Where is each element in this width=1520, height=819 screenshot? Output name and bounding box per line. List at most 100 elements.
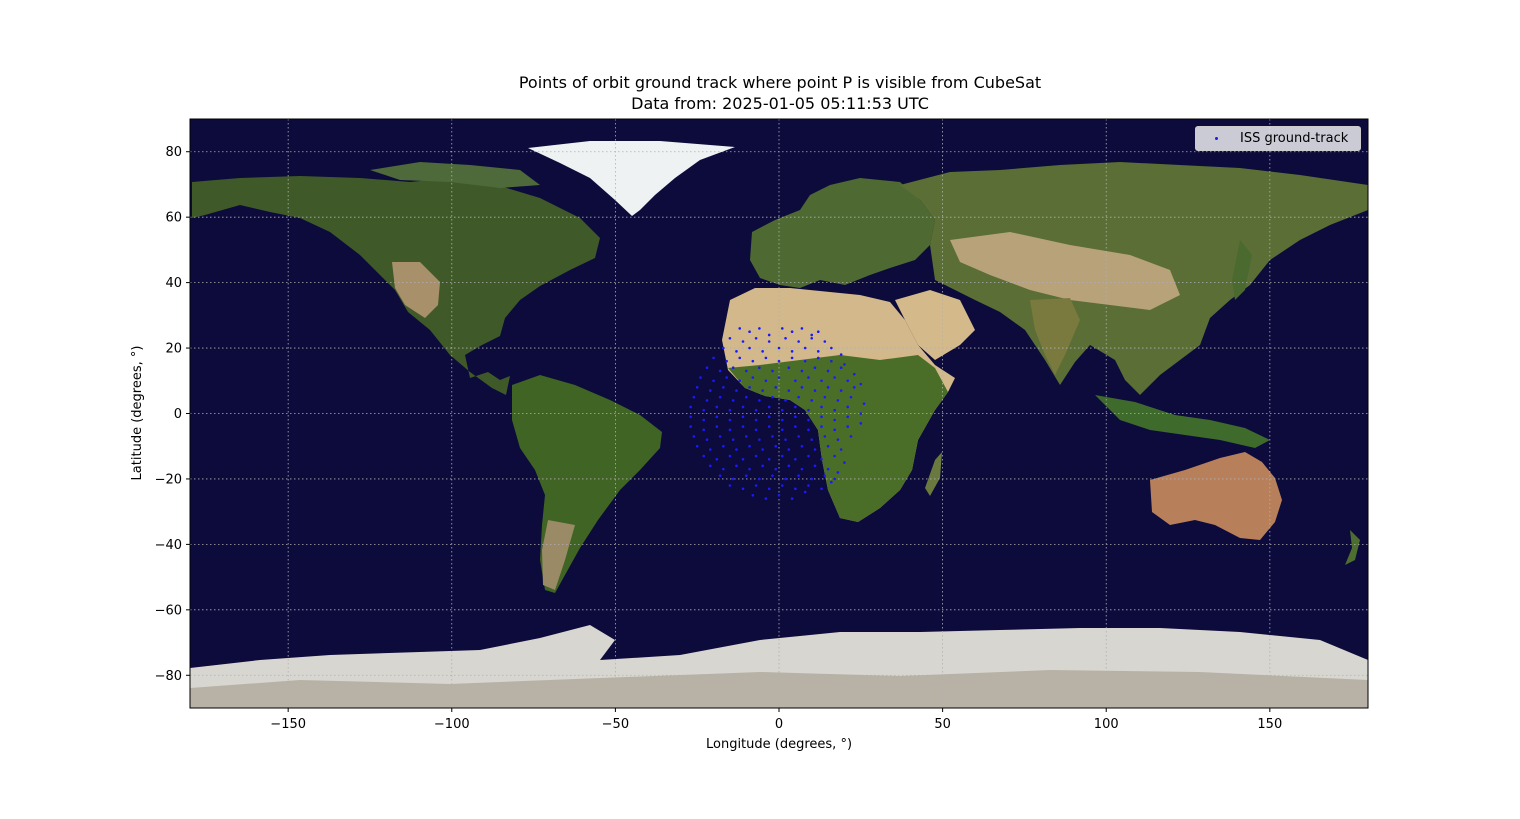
ground-track-point [849, 395, 853, 399]
ground-track-point [764, 356, 768, 360]
ground-track-point [692, 435, 696, 438]
ground-track-point [722, 467, 725, 471]
x-tick-label: 0 [775, 717, 783, 732]
ground-track-point [800, 386, 804, 389]
ground-track-point [731, 438, 735, 441]
ground-track-point [695, 444, 699, 448]
ground-track-point [767, 405, 771, 409]
ground-track-point [761, 389, 764, 392]
ground-track-point [807, 428, 810, 432]
ground-track-point [800, 444, 804, 448]
ground-track-point [846, 425, 850, 428]
ground-track-point [813, 464, 817, 468]
ground-track-point [800, 327, 804, 330]
ground-track-point [833, 477, 836, 481]
ground-track-point [712, 356, 715, 360]
chart-title: Points of orbit ground track where point… [518, 73, 1042, 92]
landmass-canadian-arctic [370, 162, 540, 188]
ground-track-point [830, 346, 833, 350]
ground-track-point [843, 461, 846, 464]
ground-track-point [810, 477, 814, 481]
ground-track-point [702, 454, 706, 458]
ground-track-point [705, 366, 709, 369]
ground-track-point [771, 395, 774, 399]
landmass-arabia [895, 290, 975, 360]
ground-track-point [823, 395, 827, 399]
ground-track-point [761, 448, 764, 451]
ground-track-point [836, 399, 840, 402]
ground-track-point [846, 379, 850, 383]
ground-track-point [780, 484, 784, 487]
ground-track-point [751, 359, 755, 363]
ground-track-point [728, 408, 732, 412]
ground-track-point [758, 438, 761, 441]
y-tick-label: 80 [165, 145, 182, 160]
ground-track-point [744, 369, 748, 373]
x-tick-label: 150 [1257, 717, 1282, 732]
ground-track-point [833, 428, 836, 432]
y-tick-label: 20 [165, 342, 182, 357]
ground-track-point [823, 340, 827, 343]
ground-track-point [797, 340, 800, 343]
ground-track-point [794, 379, 797, 383]
x-tick-label: −150 [270, 717, 306, 732]
ground-track-point [787, 366, 791, 369]
ground-track-point [813, 389, 817, 392]
ground-track-point [689, 425, 692, 428]
ground-track-point [728, 484, 732, 487]
ground-track-point [820, 415, 823, 419]
world-map [190, 141, 1368, 708]
ground-track-point [833, 454, 836, 458]
ground-track-point [780, 454, 784, 458]
x-axis-label: Longitude (degrees, °) [706, 737, 852, 752]
ground-track-point [813, 366, 817, 369]
ground-track-point [754, 418, 758, 422]
ground-track-point [754, 428, 758, 432]
ground-track-point [774, 386, 778, 389]
ground-track-point [820, 458, 823, 461]
ground-track-point [761, 464, 764, 468]
legend: ISS ground-track [1195, 126, 1361, 151]
ground-track-point [735, 448, 738, 451]
ground-track-point [718, 435, 722, 438]
ground-track-point [708, 389, 712, 392]
ground-track-point [800, 369, 804, 373]
landmass-south-america-south [542, 520, 575, 590]
ground-track-point [820, 425, 823, 428]
ground-track-point [708, 448, 712, 451]
ground-track-point [712, 379, 715, 383]
ground-track-point [764, 379, 768, 383]
ground-track-point [859, 412, 863, 415]
ground-track-point [816, 330, 820, 333]
ground-track-point [790, 330, 794, 333]
ground-track-point [852, 386, 856, 389]
ground-track-point [767, 425, 771, 428]
ground-track-point [702, 428, 706, 432]
ground-track-point [728, 418, 732, 422]
ground-track-point [784, 438, 787, 441]
ground-track-point [718, 369, 722, 373]
ground-track-point [787, 389, 791, 392]
legend-marker [1215, 137, 1218, 140]
ground-track-point [823, 474, 827, 477]
ground-track-point [810, 333, 814, 337]
ground-track-point [807, 376, 810, 379]
ground-track-point [751, 494, 755, 497]
landmass-greenland [528, 141, 735, 216]
landmass-antarctica-shade [190, 670, 1368, 708]
ground-track-point [833, 418, 836, 422]
ground-track-point [807, 454, 810, 458]
ground-track-point [728, 428, 732, 432]
ground-track-point [738, 356, 742, 360]
gridlines [190, 119, 1368, 708]
ground-track-point [816, 356, 820, 360]
ground-track-point [774, 467, 778, 471]
ground-track-point [699, 376, 702, 379]
ground-track-point [784, 399, 787, 402]
ground-track-point [797, 435, 800, 438]
ground-track-point [807, 418, 810, 422]
ground-track-point [705, 438, 709, 441]
ground-track-point [741, 425, 745, 428]
ground-track-point [807, 484, 810, 487]
